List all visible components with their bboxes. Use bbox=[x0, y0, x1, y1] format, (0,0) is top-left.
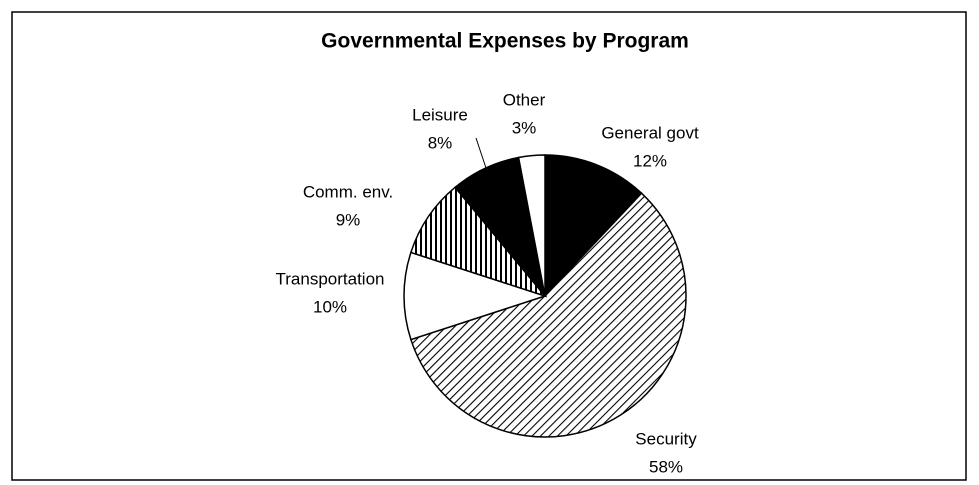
slice-label: General govt bbox=[601, 123, 699, 142]
slice-value-label: 8% bbox=[428, 133, 453, 152]
pie-slice bbox=[517, 154, 546, 297]
slice-label: Comm. env. bbox=[303, 182, 393, 201]
slice-value-label: 58% bbox=[649, 457, 683, 476]
slice-value-label: 10% bbox=[313, 297, 347, 316]
pie-slice bbox=[409, 192, 687, 438]
pie-slice bbox=[409, 186, 548, 298]
slice-value-label: 12% bbox=[633, 151, 667, 170]
pie-slice bbox=[544, 154, 643, 298]
slice-label: Other bbox=[503, 90, 546, 109]
slice-value-label: 9% bbox=[336, 210, 361, 229]
chart-title: Governmental Expenses by Program bbox=[321, 30, 689, 53]
slice-value-label: 3% bbox=[512, 118, 537, 137]
slice-label: Security bbox=[635, 429, 697, 448]
slice-label: Transportation bbox=[276, 269, 385, 288]
leader-line bbox=[475, 137, 487, 169]
slice-label: Leisure bbox=[412, 105, 468, 124]
pie-slice bbox=[403, 251, 548, 341]
